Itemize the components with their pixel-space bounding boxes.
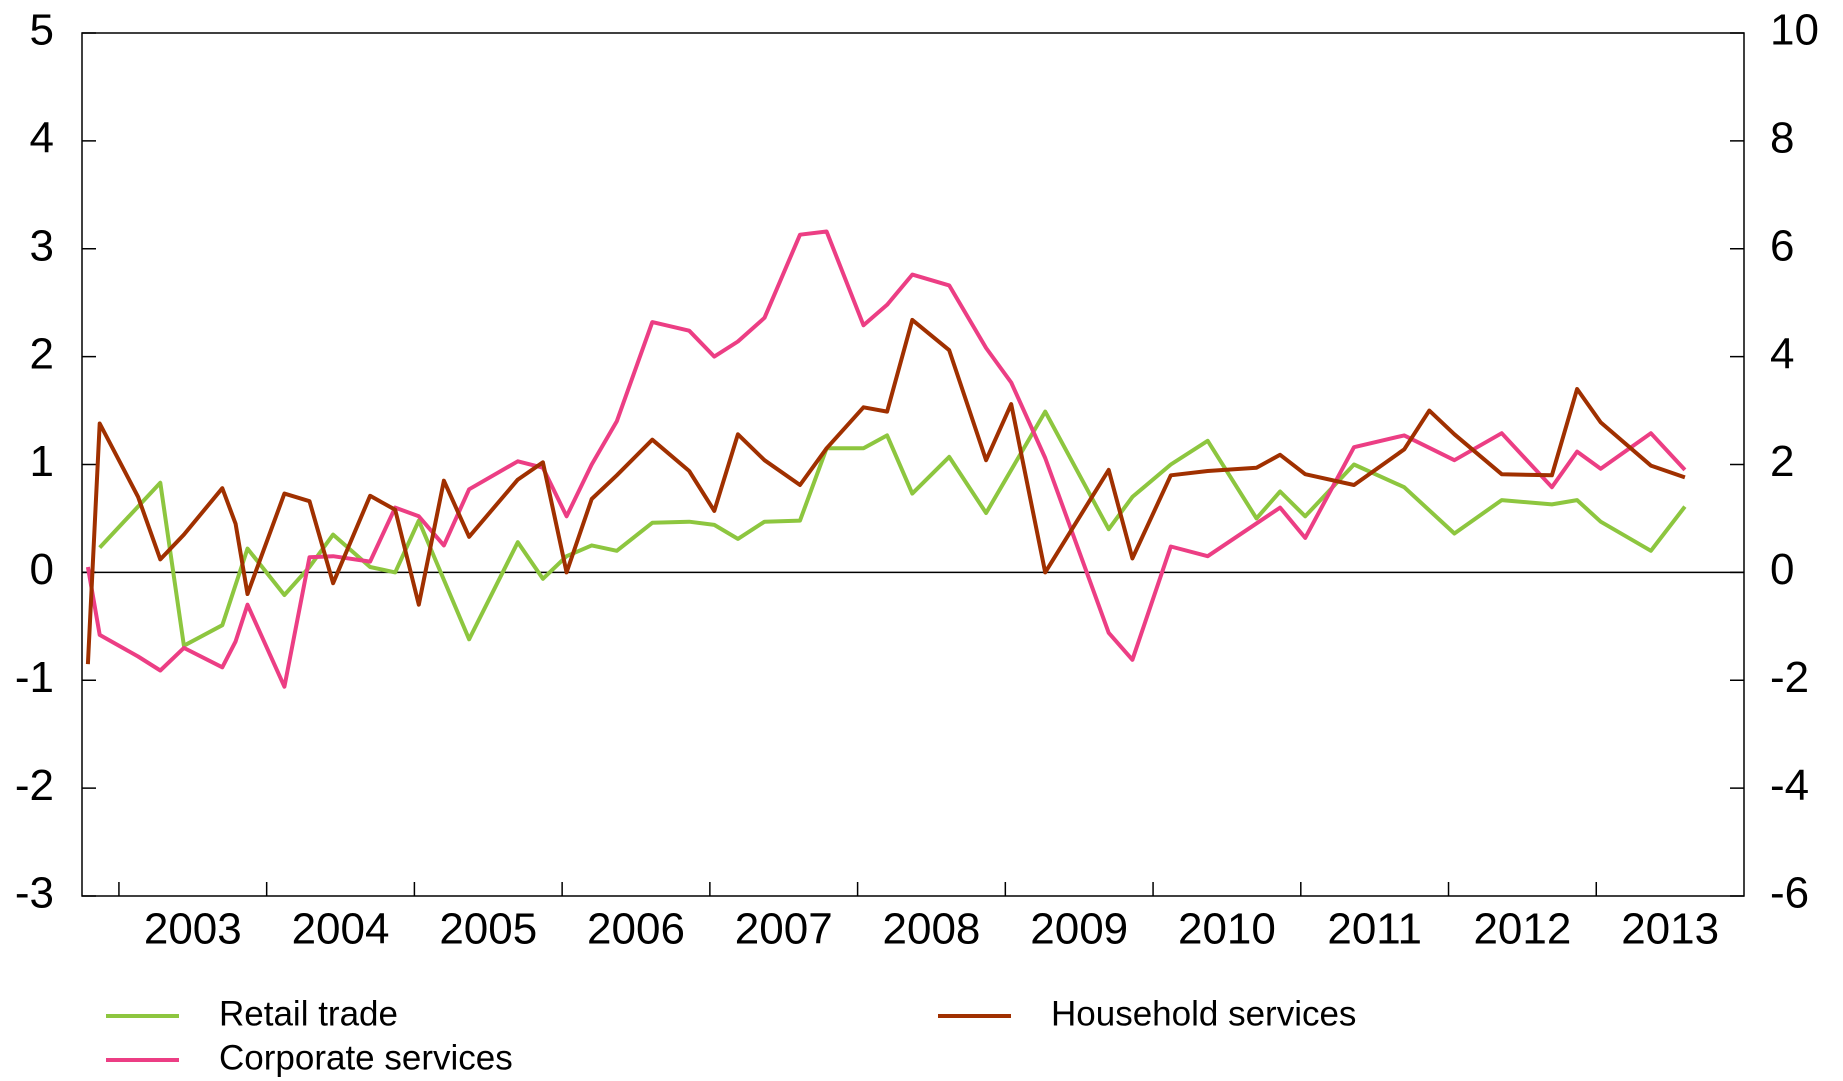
y2-tick-label: 8	[1770, 114, 1794, 163]
x-tick-label: 2012	[1473, 905, 1571, 954]
y-tick-label: 5	[30, 6, 54, 55]
x-tick-label: 2008	[883, 905, 981, 954]
y-tick-label: -1	[15, 653, 54, 702]
y2-tick-label: -6	[1770, 869, 1809, 918]
x-tick-label: 2010	[1178, 905, 1276, 954]
plot-frame	[81, 32, 1745, 897]
y2-tick-label: -2	[1770, 653, 1809, 702]
x-tick-label: 2013	[1621, 905, 1719, 954]
y2-tick-label: 10	[1770, 6, 1819, 55]
series-line	[98, 409, 1687, 648]
x-tick-label: 2006	[587, 905, 685, 954]
y-tick-label: -3	[15, 869, 54, 918]
x-tick-label: 2004	[292, 905, 390, 954]
x-tick-label: 2009	[1030, 905, 1128, 954]
y2-tick-label: 6	[1770, 221, 1794, 270]
y-tick-label: -2	[15, 761, 54, 810]
series-line	[85, 229, 1687, 689]
y2-tick-label: 4	[1770, 329, 1794, 378]
legend-label: Corporate services	[219, 1038, 513, 1077]
y-tick-label: 1	[30, 437, 54, 486]
series-line	[85, 317, 1686, 665]
x-tick-label: 2005	[439, 905, 537, 954]
legend-label: Household services	[1051, 994, 1356, 1033]
y-tick-label: 3	[30, 221, 54, 270]
y-tick-label: 0	[30, 545, 54, 594]
legend-label: Retail trade	[219, 994, 398, 1033]
x-tick-label: 2003	[144, 905, 242, 954]
x-tick-label: 2011	[1327, 905, 1422, 954]
y2-tick-label: 2	[1770, 437, 1794, 486]
y2-tick-label: 0	[1770, 545, 1794, 594]
x-tick-label: 2007	[735, 905, 833, 954]
y2-tick-label: -4	[1770, 761, 1809, 810]
y-tick-label: 2	[30, 329, 54, 378]
y-tick-label: 4	[30, 114, 54, 163]
